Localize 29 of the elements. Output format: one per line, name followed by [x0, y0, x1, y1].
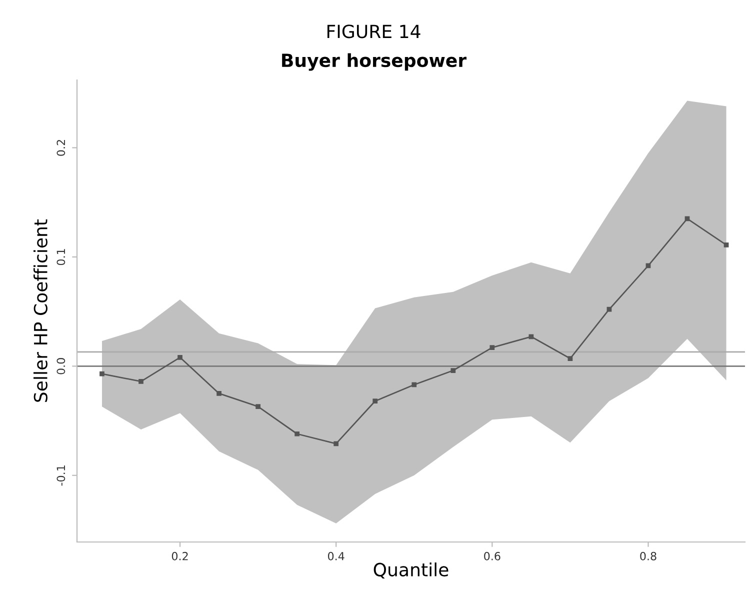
chart-title: FIGURE 14 [327, 24, 420, 38]
point [724, 242, 729, 248]
point [216, 391, 222, 396]
x-tick-label: 0.2 [172, 552, 188, 560]
x-axis-title: Quantile [374, 562, 448, 579]
point [646, 263, 651, 268]
point [490, 345, 495, 350]
point [138, 379, 144, 384]
point [606, 306, 612, 312]
y-tick-label: 0.2 [56, 140, 66, 156]
point [256, 404, 260, 409]
x-tick-label: 0.6 [484, 552, 500, 560]
x-tick-label: 0.4 [328, 552, 344, 560]
point [178, 354, 182, 360]
point [450, 368, 456, 373]
y-tick-label: 0.0 [56, 358, 66, 374]
point [372, 398, 378, 404]
point [684, 216, 690, 222]
y-tick-label: -0.1 [56, 466, 66, 486]
point [294, 431, 300, 436]
y-tick-label: 0.1 [56, 249, 66, 266]
y-axis-title: Seller HP Coefficient [33, 219, 48, 402]
point [412, 382, 417, 388]
point [568, 356, 573, 361]
x-tick-label: 0.8 [640, 552, 656, 560]
point [100, 371, 104, 376]
point [334, 441, 339, 446]
chart-subtitle: Buyer horsepower [282, 53, 467, 71]
point [528, 334, 534, 340]
